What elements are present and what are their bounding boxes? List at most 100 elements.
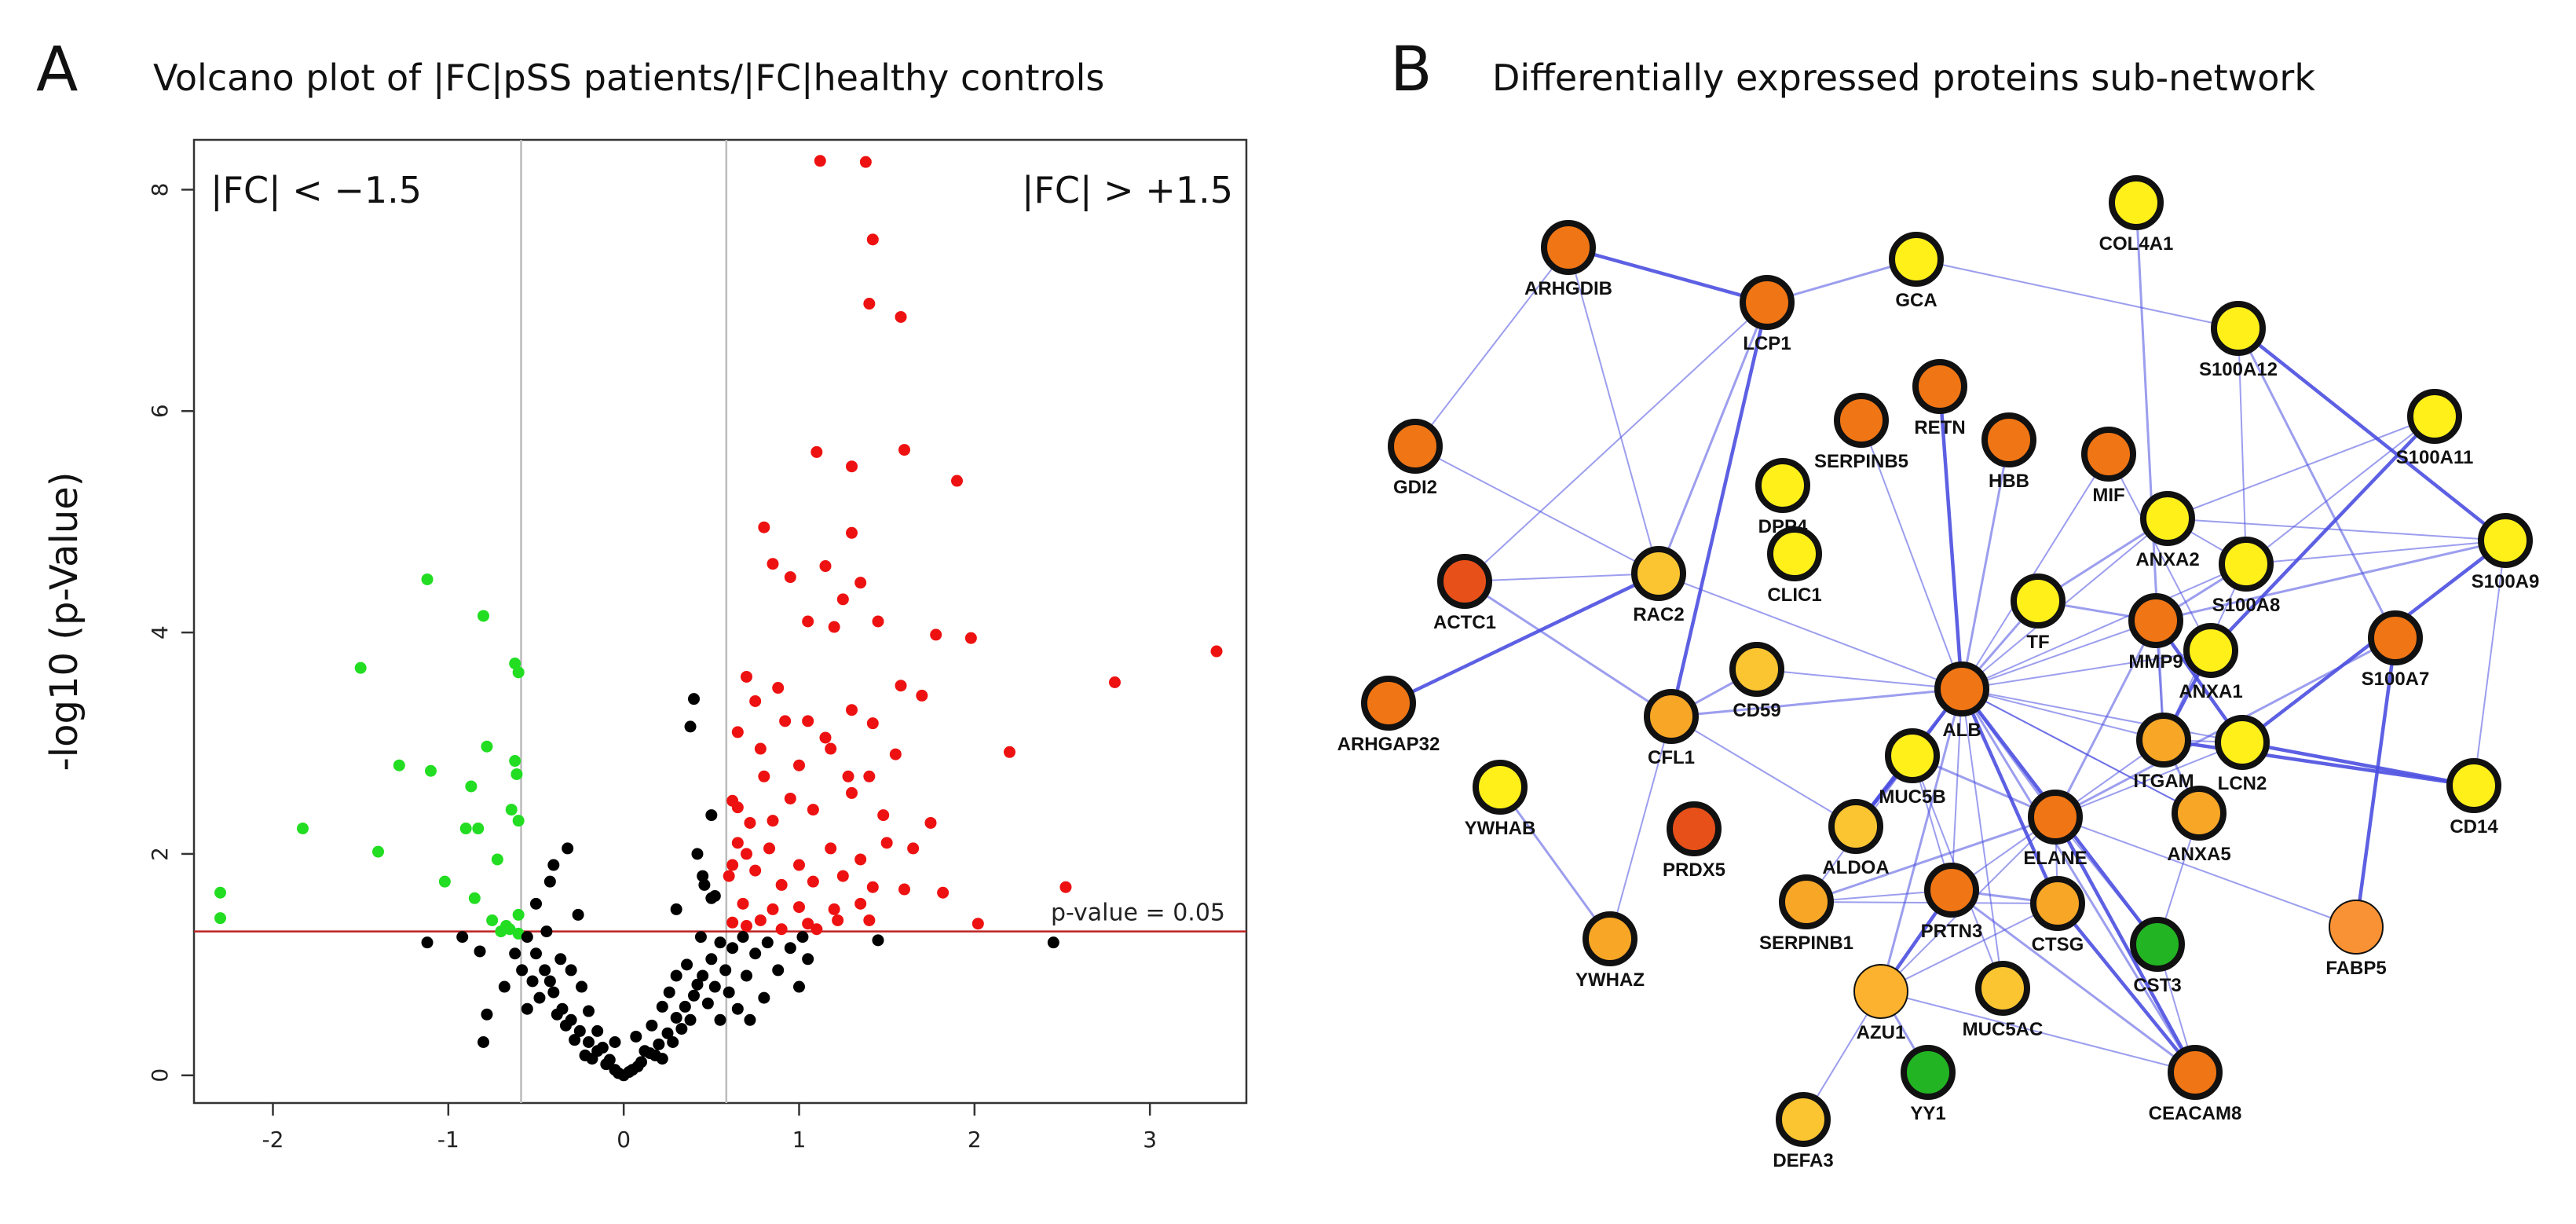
node-S100A11[interactable]: S100A11 — [2396, 389, 2474, 468]
data-point-upregulated — [924, 816, 937, 829]
node-RAC2[interactable]: RAC2 — [1631, 546, 1686, 625]
edge-S100A11-ANXA2 — [2167, 416, 2435, 519]
data-point-not-significant — [456, 931, 469, 944]
node-CLIC1[interactable]: CLIC1 — [1767, 526, 1822, 606]
node-SERPINB5[interactable]: SERPINB5 — [1814, 393, 1908, 472]
edge-MIF-ALB — [1961, 453, 2109, 690]
node-S100A8[interactable]: S100A8 — [2212, 537, 2281, 616]
edge-CTSG-AZU1 — [1880, 903, 2058, 992]
node-ANXA2[interactable]: ANXA2 — [2135, 491, 2200, 570]
data-point-not-significant — [603, 1054, 616, 1066]
node-FABP5[interactable]: FABP5 — [2325, 900, 2387, 979]
node-ITGAM[interactable]: ITGAM — [2133, 713, 2194, 792]
node-label: YY1 — [1910, 1103, 1945, 1124]
node-GCA[interactable]: GCA — [1889, 232, 1944, 311]
node-HBB[interactable]: HBB — [1981, 412, 2036, 492]
node-MUC5AC[interactable]: MUC5AC — [1963, 961, 2044, 1040]
node-LCN2[interactable]: LCN2 — [2215, 715, 2270, 794]
node-label: RETN — [1914, 417, 1965, 438]
node-circle — [1473, 760, 1528, 815]
edge-AZU1-CEACAM8 — [1880, 991, 2196, 1073]
data-point-upregulated — [828, 903, 840, 915]
node-circle — [1776, 1092, 1831, 1147]
node-TF[interactable]: TF — [2011, 574, 2066, 653]
edge-PRTN3-CEACAM8 — [1951, 889, 2196, 1074]
data-point-upregulated — [866, 233, 879, 246]
data-point-not-significant — [639, 1045, 651, 1057]
data-point-not-significant — [421, 936, 434, 949]
data-point-not-significant — [547, 986, 560, 999]
node-CST3[interactable]: CST3 — [2130, 917, 2185, 996]
node-CTSG[interactable]: CTSG — [2030, 876, 2085, 955]
node-AZU1[interactable]: AZU1 — [1853, 964, 1908, 1043]
data-point-upregulated — [749, 694, 762, 707]
node-RETN[interactable]: RETN — [1912, 359, 1967, 438]
data-point-not-significant — [708, 980, 721, 993]
node-CEACAM8[interactable]: CEACAM8 — [2149, 1045, 2242, 1124]
edge-ALB-ITGAM — [1961, 688, 2164, 741]
node-label: COL4A1 — [2099, 233, 2174, 255]
node-LCP1[interactable]: LCP1 — [1740, 275, 1795, 354]
data-point-downregulated — [472, 823, 485, 835]
node-circle — [2215, 715, 2270, 770]
data-point-not-significant — [772, 964, 785, 977]
node-label: S100A7 — [2362, 669, 2430, 690]
node-label: CEACAM8 — [2149, 1103, 2242, 1124]
node-S100A7[interactable]: S100A7 — [2362, 610, 2430, 690]
node-MIF[interactable]: MIF — [2081, 427, 2136, 506]
node-YWHAB[interactable]: YWHAB — [1465, 760, 1536, 839]
node-YWHAZ[interactable]: YWHAZ — [1575, 911, 1645, 991]
data-point-upregulated — [819, 560, 832, 573]
data-point-not-significant — [708, 889, 721, 902]
node-ANXA5[interactable]: ANXA5 — [2167, 786, 2231, 865]
node-label: CFL1 — [1648, 747, 1695, 768]
data-point-not-significant — [573, 1024, 586, 1037]
node-ACTC1[interactable]: ACTC1 — [1433, 554, 1496, 633]
x-tick-label: -2 — [262, 1127, 284, 1153]
node-CFL1[interactable]: CFL1 — [1644, 689, 1699, 768]
node-ARHGAP32[interactable]: ARHGAP32 — [1337, 676, 1440, 755]
node-CD14[interactable]: CD14 — [2446, 758, 2501, 837]
node-S100A9[interactable]: S100A9 — [2472, 513, 2540, 592]
data-point-not-significant — [562, 842, 574, 855]
node-DPP4[interactable]: DPP4 — [1755, 458, 1810, 537]
node-PRDX5[interactable]: PRDX5 — [1663, 801, 1725, 881]
data-point-upregulated — [937, 886, 950, 899]
node-MUC5B[interactable]: MUC5B — [1879, 728, 1946, 808]
node-CD59[interactable]: CD59 — [1729, 642, 1784, 721]
node-label: S100A12 — [2199, 359, 2278, 380]
node-label: CD14 — [2450, 816, 2498, 837]
node-ALB[interactable]: ALB — [1934, 661, 1989, 741]
node-ALDOA[interactable]: ALDOA — [1822, 799, 1890, 878]
node-label: MIF — [2092, 485, 2124, 506]
data-point-downregulated — [478, 610, 489, 622]
edge-S100A11-ANXA1 — [2209, 415, 2436, 652]
data-point-not-significant — [547, 859, 560, 871]
node-ELANE[interactable]: ELANE — [2023, 790, 2088, 869]
node-ANXA1[interactable]: ANXA1 — [2179, 623, 2243, 702]
node-SERPINB1[interactable]: SERPINB1 — [1759, 874, 1853, 954]
node-DEFA3[interactable]: DEFA3 — [1773, 1092, 1834, 1171]
data-point-not-significant — [498, 980, 510, 993]
node-S100A12[interactable]: S100A12 — [2199, 301, 2278, 380]
node-circle — [2011, 574, 2066, 628]
edge-RETN-ALB — [1937, 386, 1964, 690]
edge-MMP9-ELANE — [2054, 620, 2157, 818]
data-point-not-significant — [784, 942, 796, 955]
data-point-not-significant — [554, 953, 567, 966]
node-label: CLIC1 — [1767, 585, 1821, 606]
node-circle — [2478, 513, 2533, 568]
x-axis-ticks: -2 -1 0 1 2 3 — [262, 1103, 1157, 1153]
data-point-not-significant — [540, 925, 553, 938]
data-point-not-significant — [583, 1005, 595, 1017]
node-MMP9[interactable]: MMP9 — [2128, 593, 2183, 672]
data-points — [214, 155, 1223, 1082]
node-GDI2[interactable]: GDI2 — [1388, 419, 1443, 498]
node-PRTN3[interactable]: PRTN3 — [1921, 863, 1983, 942]
data-point-upregulated — [863, 298, 876, 310]
node-ARHGDIB[interactable]: ARHGDIB — [1524, 220, 1612, 299]
x-tick-label: -1 — [437, 1127, 459, 1153]
node-YY1[interactable]: YY1 — [1901, 1045, 1956, 1124]
node-COL4A1[interactable]: COL4A1 — [2099, 175, 2174, 255]
node-label: GDI2 — [1393, 477, 1437, 498]
